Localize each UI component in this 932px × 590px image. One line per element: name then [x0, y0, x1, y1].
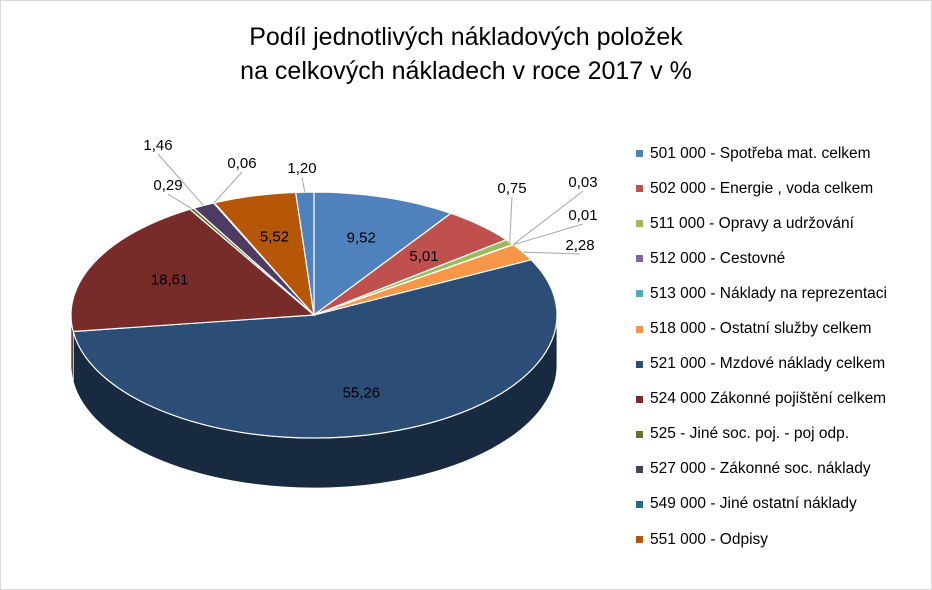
data-label: 2,28 [565, 237, 594, 254]
leader-line [157, 153, 204, 206]
data-label: 9,52 [347, 229, 376, 246]
legend-item: 527 000 - Zákonné soc. náklady [636, 452, 926, 487]
legend-item: 512 000 - Cestovné [636, 241, 926, 276]
legend-swatch [636, 255, 643, 263]
leader-line [167, 193, 193, 210]
legend-swatch [636, 360, 643, 368]
legend-item: 551 000 - Odpisy [636, 522, 926, 557]
legend-swatch [636, 220, 643, 228]
legend-label: 513 000 - Náklady na reprezentaci [650, 284, 887, 302]
legend-item: 502 000 - Energie , voda celkem [636, 171, 926, 206]
data-label: 0,29 [153, 177, 182, 194]
chart-title: Podíl jednotlivých nákladových položek n… [0, 20, 932, 88]
data-label: 0,01 [568, 207, 597, 224]
data-label: 1,46 [143, 137, 172, 154]
leader-line [301, 176, 306, 193]
legend-item: 524 000 Zákonné pojištění celkem [636, 382, 926, 417]
pie-slice [72, 259, 558, 439]
data-label: 0,06 [227, 155, 256, 172]
legend-swatch [636, 395, 643, 403]
legend-item: 549 000 - Jiné ostatní náklady [636, 487, 926, 522]
legend-label: 524 000 Zákonné pojištění celkem [650, 390, 887, 408]
legend-swatch [636, 290, 643, 298]
leader-line [213, 171, 243, 204]
legend-item: 521 000 - Mzdové náklady celkem [636, 347, 926, 382]
legend-swatch [636, 500, 643, 508]
data-label: 5,52 [260, 228, 289, 245]
legend-label: 521 000 - Mzdové náklady celkem [650, 355, 886, 373]
legend-item: 518 000 - Ostatní služby celkem [636, 311, 926, 346]
pie-slice [313, 191, 453, 317]
legend-label: 525 - Jiné soc. poj. - poj odp. [650, 425, 850, 443]
legend-swatch [636, 185, 643, 193]
data-label: 5,01 [409, 248, 438, 265]
legend-label: 518 000 - Ostatní služby celkem [650, 320, 872, 338]
legend-label: 502 000 - Energie , voda celkem [650, 179, 874, 197]
data-label: 0,75 [497, 180, 526, 197]
legend-item: 525 - Jiné soc. poj. - poj odp. [636, 417, 926, 452]
leader-line [522, 251, 581, 255]
pie-slice [70, 208, 316, 333]
legend: 501 000 - Spotřeba mat. celkem 502 000 -… [636, 136, 926, 557]
legend-label: 527 000 - Zákonné soc. náklady [650, 460, 871, 478]
legend-label: 551 000 - Odpisy [650, 530, 769, 548]
legend-swatch [636, 536, 643, 544]
leader-line [509, 196, 513, 243]
legend-label: 549 000 - Jiné ostatní náklady [650, 495, 857, 513]
leader-line [513, 223, 584, 246]
chart-title-line-1: Podíl jednotlivých nákladových položek [249, 23, 683, 51]
legend-swatch [636, 465, 643, 473]
legend-label: 501 000 - Spotřeba mat. celkem [650, 144, 871, 162]
data-label: 0,03 [568, 174, 597, 191]
legend-item: 513 000 - Náklady na reprezentaci [636, 276, 926, 311]
legend-item: 501 000 - Spotřeba mat. celkem [636, 136, 926, 171]
leader-line [512, 190, 584, 245]
legend-label: 512 000 - Cestovné [650, 249, 786, 267]
data-label: 18,61 [151, 272, 189, 289]
data-label: 55,26 [343, 385, 381, 402]
legend-swatch [636, 430, 643, 438]
legend-item: 511 000 - Opravy a udržování [636, 206, 926, 241]
legend-swatch [636, 150, 643, 158]
data-label: 1,20 [287, 160, 316, 177]
legend-label: 511 000 - Opravy a udržování [650, 214, 854, 232]
legend-swatch [636, 325, 643, 333]
chart-title-line-2: na celkových nákladech v roce 2017 v % [240, 57, 692, 85]
